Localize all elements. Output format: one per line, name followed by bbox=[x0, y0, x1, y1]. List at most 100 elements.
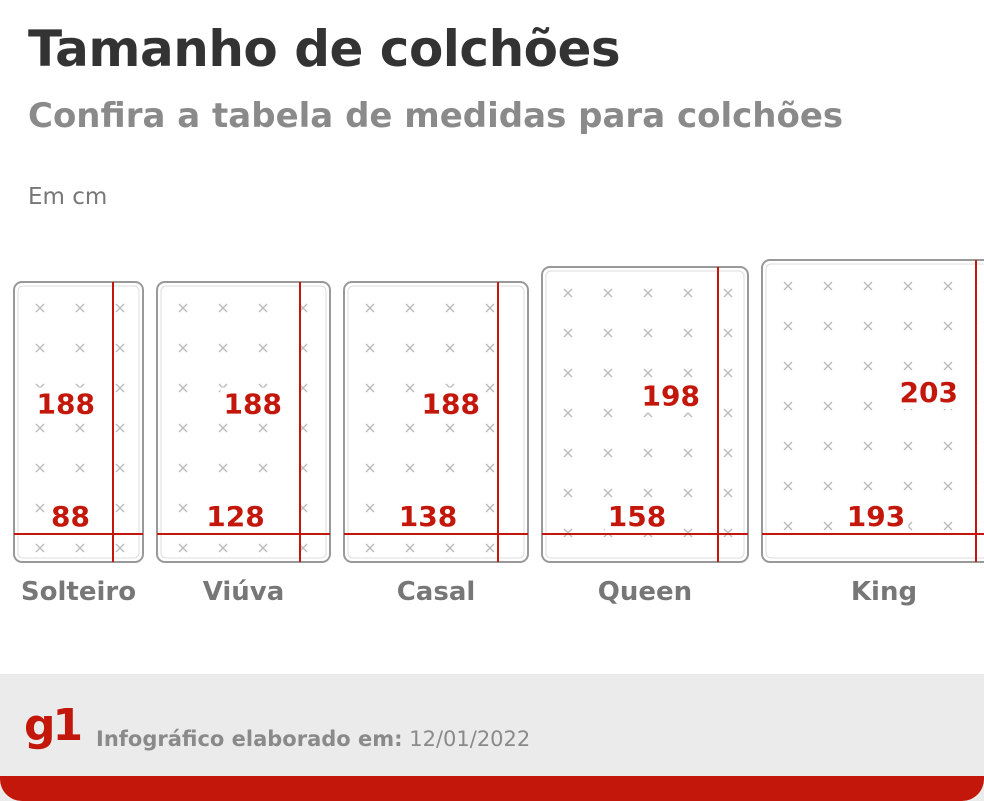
stitch-mark bbox=[683, 328, 693, 338]
stitch-mark bbox=[115, 423, 125, 433]
footer-bar bbox=[0, 776, 984, 801]
stitch-mark bbox=[603, 448, 613, 458]
stitch-mark bbox=[563, 328, 573, 338]
mattress-name: Queen bbox=[598, 577, 692, 607]
label-backdrop bbox=[843, 500, 909, 533]
stitch-mark bbox=[218, 303, 228, 313]
width-value: 158 bbox=[608, 500, 666, 533]
stitch-mark bbox=[35, 543, 45, 553]
label-backdrop bbox=[604, 500, 670, 533]
stitch-mark bbox=[218, 543, 228, 553]
stitch-mark bbox=[365, 303, 375, 313]
stitch-mark bbox=[563, 368, 573, 378]
stitch-mark bbox=[75, 303, 85, 313]
stitch-mark bbox=[485, 463, 495, 473]
stitch-mark bbox=[405, 343, 415, 353]
stitch-mark bbox=[258, 303, 268, 313]
stitch-mark bbox=[823, 401, 833, 411]
stitch-mark bbox=[683, 448, 693, 458]
stitch-mark bbox=[35, 463, 45, 473]
stitch-mark bbox=[723, 408, 733, 418]
stitch-mark bbox=[218, 423, 228, 433]
mattress-outline bbox=[156, 281, 331, 563]
stitch-mark bbox=[563, 408, 573, 418]
stitch-mark bbox=[115, 303, 125, 313]
stitch-mark bbox=[445, 303, 455, 313]
stitch-mark bbox=[903, 281, 913, 291]
stitch-mark bbox=[943, 361, 953, 371]
stitch-mark bbox=[405, 303, 415, 313]
stitch-mark bbox=[903, 321, 913, 331]
stitch-mark bbox=[823, 441, 833, 451]
length-value: 188 bbox=[37, 388, 95, 421]
stitch-mark bbox=[723, 328, 733, 338]
stitch-mark bbox=[258, 423, 268, 433]
mattress-outline bbox=[343, 281, 529, 563]
stitch-mark bbox=[723, 448, 733, 458]
stitch-mark bbox=[783, 521, 793, 531]
page-subtitle: Confira a tabela de medidas para colchõe… bbox=[28, 96, 844, 136]
stitch-mark bbox=[683, 368, 693, 378]
stitch-mark bbox=[863, 441, 873, 451]
stitch-mark bbox=[178, 303, 188, 313]
stitch-mark bbox=[823, 321, 833, 331]
length-value: 198 bbox=[642, 380, 700, 413]
mattress-diagram: 188 88 Solteiro 188 128 Viúva 188 138 Casal 198 15… bbox=[13, 259, 984, 607]
length-value: 188 bbox=[224, 388, 282, 421]
page-title: Tamanho de colchões bbox=[28, 20, 621, 78]
stitch-mark bbox=[485, 423, 495, 433]
stitch-mark bbox=[563, 288, 573, 298]
stitch-mark bbox=[218, 343, 228, 353]
mattress-casal: 188 138 Casal bbox=[343, 281, 529, 607]
stitch-mark bbox=[365, 343, 375, 353]
mattress-inner-border bbox=[545, 270, 745, 559]
stitch-mark bbox=[445, 343, 455, 353]
stitch-mark bbox=[115, 383, 125, 393]
stitch-mark bbox=[178, 463, 188, 473]
stitch-mark bbox=[863, 361, 873, 371]
stitch-mark bbox=[115, 463, 125, 473]
label-backdrop bbox=[418, 387, 483, 421]
stitch-mark bbox=[643, 328, 653, 338]
stitch-mark bbox=[943, 281, 953, 291]
stitch-mark bbox=[723, 368, 733, 378]
stitch-mark bbox=[683, 488, 693, 498]
stitch-mark bbox=[903, 481, 913, 491]
stitch-mark bbox=[563, 488, 573, 498]
credit: Infográfico elaborado em: 12/01/2022 bbox=[96, 727, 530, 751]
stitch-mark bbox=[943, 321, 953, 331]
stitch-mark bbox=[783, 321, 793, 331]
label-backdrop bbox=[638, 379, 703, 413]
mattress-outline bbox=[541, 266, 749, 563]
stitch-mark bbox=[903, 441, 913, 451]
label-backdrop bbox=[48, 500, 93, 533]
stitch-mark bbox=[178, 423, 188, 433]
stitch-mark bbox=[783, 441, 793, 451]
stitch-mark bbox=[863, 401, 873, 411]
stitch-mark bbox=[485, 543, 495, 553]
stitch-mark bbox=[35, 423, 45, 433]
stitch-mark bbox=[258, 343, 268, 353]
mattress-inner-border bbox=[347, 285, 525, 559]
stitch-mark bbox=[485, 503, 495, 513]
stitch-mark bbox=[603, 328, 613, 338]
stitch-mark bbox=[823, 361, 833, 371]
stitch-mark bbox=[603, 288, 613, 298]
stitch-mark bbox=[218, 463, 228, 473]
stitch-mark bbox=[405, 423, 415, 433]
stitch-mark bbox=[115, 503, 125, 513]
stitch-mark bbox=[365, 503, 375, 513]
stitch-mark bbox=[445, 543, 455, 553]
stitch-mark bbox=[783, 281, 793, 291]
stitch-mark bbox=[643, 288, 653, 298]
label-backdrop bbox=[395, 500, 461, 533]
stitch-mark bbox=[485, 343, 495, 353]
stitch-mark bbox=[603, 488, 613, 498]
stitch-mark bbox=[178, 543, 188, 553]
credit-date: 12/01/2022 bbox=[409, 727, 531, 751]
stitch-mark bbox=[258, 543, 268, 553]
mattress-name: King bbox=[851, 577, 917, 607]
stitch-mark bbox=[485, 383, 495, 393]
stitch-mark bbox=[903, 361, 913, 371]
stitch-mark bbox=[75, 543, 85, 553]
